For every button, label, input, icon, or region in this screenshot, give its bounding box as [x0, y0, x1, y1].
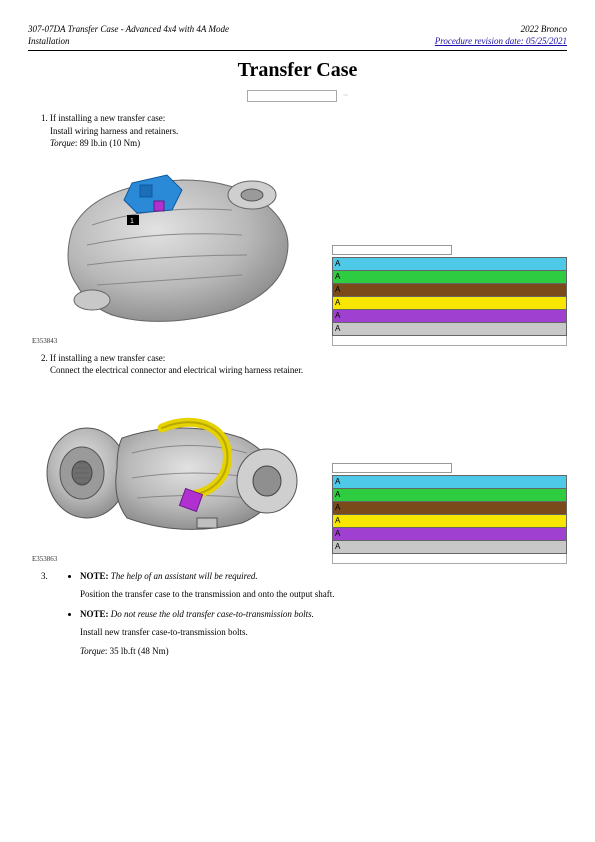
legend-row: A	[333, 488, 567, 501]
legend-1-input[interactable]	[332, 245, 452, 255]
header-subsection: Installation	[28, 36, 229, 48]
note-2-label: NOTE:	[80, 609, 109, 619]
step-3: NOTE: The help of an assistant will be r…	[50, 570, 567, 657]
transfer-case-image-1: 1	[32, 155, 322, 335]
figure-2-row: E353863 AAAAAA	[32, 383, 567, 564]
legend-2: AAAAAA	[332, 463, 567, 564]
revision-date-link[interactable]: Procedure revision date: 05/25/2021	[435, 36, 567, 46]
legend-1-footer	[332, 336, 567, 346]
breadcrumb-bar: ▫▫	[28, 90, 567, 102]
procedure-steps: If installing a new transfer case: Insta…	[28, 112, 567, 656]
figure-1-caption: E353843	[32, 337, 322, 346]
header-right: 2022 Bronco Procedure revision date: 05/…	[435, 24, 567, 47]
step-1-torque-value: : 89 lb.in (10 Nm)	[75, 138, 140, 148]
figure-2-caption: E353863	[32, 555, 322, 564]
step-2: If installing a new transfer case: Conne…	[50, 352, 567, 564]
svg-text:1: 1	[130, 218, 134, 225]
legend-row: A	[333, 284, 567, 297]
step-1-text: Install wiring harness and retainers.	[50, 126, 178, 136]
transfer-case-image-2	[32, 383, 322, 553]
step-3-torque-value: : 35 lb.ft (48 Nm)	[105, 646, 169, 656]
legend-row: A	[333, 297, 567, 310]
legend-row: A	[333, 527, 567, 540]
step-3-sublist: NOTE: The help of an assistant will be r…	[50, 570, 567, 657]
note-1-body: Position the transfer case to the transm…	[80, 588, 567, 600]
figure-1: 1 E353843	[32, 155, 322, 346]
breadcrumb-separator-icon: ▫▫	[343, 93, 347, 99]
legend-row: A	[333, 323, 567, 336]
step-3-note-1: NOTE: The help of an assistant will be r…	[80, 570, 567, 600]
header-section: 307-07DA Transfer Case - Advanced 4x4 wi…	[28, 24, 229, 36]
breadcrumb-input[interactable]	[247, 90, 337, 102]
step-2-condition: If installing a new transfer case:	[50, 353, 165, 363]
header-rule	[28, 50, 567, 51]
legend-row: A	[333, 514, 567, 527]
legend-row: A	[333, 310, 567, 323]
legend-row: A	[333, 475, 567, 488]
legend-row: A	[333, 501, 567, 514]
step-1-torque-label: Torque	[50, 138, 75, 148]
step-1-condition: If installing a new transfer case:	[50, 113, 165, 123]
step-3-torque-label: Torque	[80, 646, 105, 656]
note-2-body: Install new transfer case-to-transmissio…	[80, 626, 567, 638]
note-2-text: Do not reuse the old transfer case-to-tr…	[109, 609, 314, 619]
header-vehicle: 2022 Bronco	[435, 24, 567, 36]
figure-2: E353863	[32, 383, 322, 564]
legend-1-table: AAAAAA	[332, 257, 567, 336]
legend-1: AAAAAA	[332, 245, 567, 346]
legend-2-input[interactable]	[332, 463, 452, 473]
legend-row: A	[333, 271, 567, 284]
note-1-text: The help of an assistant will be require…	[109, 571, 258, 581]
note-1-label: NOTE:	[80, 571, 109, 581]
step-3-note-2: NOTE: Do not reuse the old transfer case…	[80, 608, 567, 656]
legend-row: A	[333, 540, 567, 553]
figure-1-row: 1 E353843 AAAAAA	[32, 155, 567, 346]
legend-2-footer	[332, 554, 567, 564]
header-left: 307-07DA Transfer Case - Advanced 4x4 wi…	[28, 24, 229, 47]
step-1: If installing a new transfer case: Insta…	[50, 112, 567, 346]
legend-2-table: AAAAAA	[332, 475, 567, 554]
step-2-text: Connect the electrical connector and ele…	[50, 365, 303, 375]
page-title: Transfer Case	[28, 59, 567, 82]
page-header: 307-07DA Transfer Case - Advanced 4x4 wi…	[28, 24, 567, 47]
legend-row: A	[333, 258, 567, 271]
